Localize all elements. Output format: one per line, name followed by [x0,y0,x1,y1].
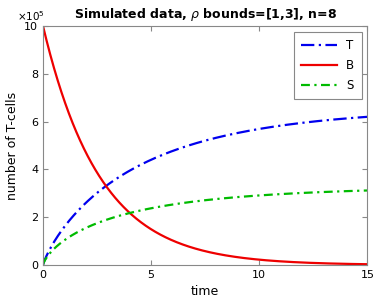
S [198,199,203,202]
X-axis label: time: time [191,285,219,299]
T [356,116,360,119]
T [198,140,203,144]
S [57,242,62,246]
Line: B: B [43,26,367,264]
B [356,262,360,266]
Text: $\times10^5$: $\times10^5$ [17,10,45,23]
T [57,232,62,235]
B [57,85,62,88]
B [190,246,195,250]
S [356,189,360,192]
S [296,191,301,195]
B [365,262,370,266]
T [365,115,370,119]
Line: T: T [43,117,367,265]
T [190,143,195,146]
B [41,24,45,28]
Line: S: S [43,191,367,265]
Title: Simulated data, $\rho$ bounds=[1,3], n=8: Simulated data, $\rho$ bounds=[1,3], n=8 [74,5,337,22]
Y-axis label: number of T-cells: number of T-cells [6,92,19,199]
S [365,189,370,192]
S [190,200,195,204]
B [198,248,203,252]
S [41,263,45,267]
T [41,263,45,267]
T [296,122,301,125]
B [296,261,301,264]
S [356,189,360,192]
Legend: T, B, S: T, B, S [294,32,361,99]
B [356,262,360,266]
T [356,116,360,119]
